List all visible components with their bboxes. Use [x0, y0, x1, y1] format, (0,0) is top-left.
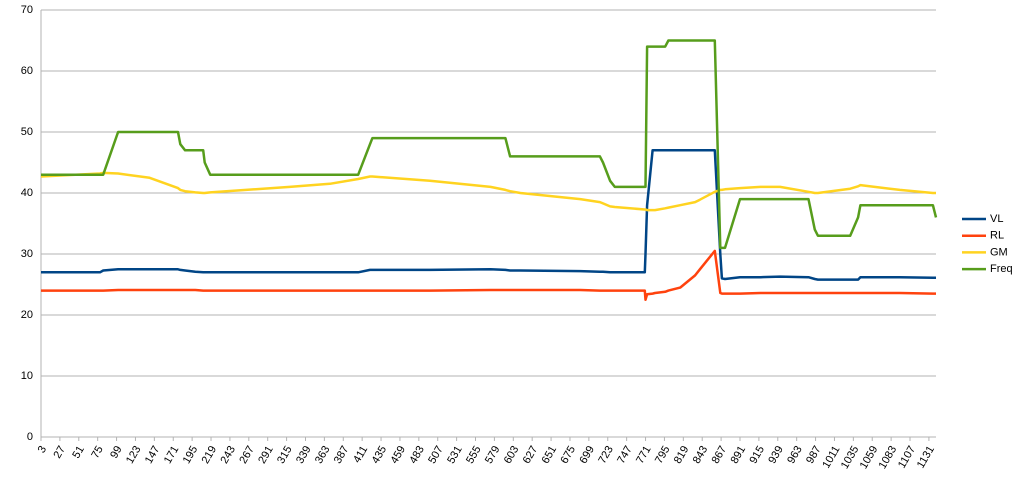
x-tick-label: 675	[559, 444, 579, 466]
x-tick-label: 795	[653, 444, 673, 466]
x-tick-label: 147	[143, 444, 163, 466]
series-line	[41, 149, 936, 281]
legend-label: Freq	[990, 263, 1013, 275]
x-tick-label: 267	[237, 444, 257, 466]
series-line	[41, 249, 936, 302]
x-tick-label: 483	[407, 444, 427, 466]
x-tick-label: 963	[785, 444, 805, 466]
legend-label: VL	[990, 213, 1003, 225]
y-tick-label: 30	[21, 248, 33, 260]
x-tick-label: 363	[313, 444, 333, 466]
x-tick-label: 915	[747, 444, 767, 466]
series-line	[41, 39, 938, 250]
x-tick-label: 579	[483, 444, 503, 466]
x-tick-label: 1107	[896, 444, 918, 470]
y-tick-label: 10	[21, 370, 33, 382]
x-tick-label: 411	[351, 444, 370, 465]
x-tick-label: 291	[256, 444, 276, 466]
x-tick-label: 27	[51, 444, 68, 461]
x-tick-label: 195	[181, 444, 201, 466]
x-tick-label: 99	[108, 444, 125, 461]
x-tick-label: 3	[36, 444, 49, 455]
x-tick-label: 507	[426, 444, 446, 466]
x-tick-label: 723	[596, 444, 616, 466]
x-tick-label: 171	[162, 444, 182, 466]
x-tick-label: 459	[388, 444, 408, 466]
x-tick-label: 699	[577, 444, 597, 466]
x-tick-label: 771	[634, 444, 654, 466]
y-tick-label: 40	[21, 187, 33, 199]
x-tick-label: 747	[615, 444, 635, 466]
x-tick-label: 891	[729, 444, 749, 466]
x-tick-label: 627	[521, 444, 541, 466]
y-tick-label: 60	[21, 65, 33, 77]
x-tick-label: 219	[200, 444, 220, 466]
x-tick-label: 1035	[839, 444, 862, 471]
x-tick-label: 843	[691, 444, 711, 466]
y-tick-label: 70	[21, 4, 33, 16]
x-tick-label: 603	[502, 444, 522, 466]
x-tick-label: 75	[89, 444, 106, 461]
x-tick-label: 243	[218, 444, 238, 466]
legend-label: RL	[990, 230, 1004, 242]
x-tick-label: 315	[275, 444, 295, 466]
x-tick-label: 1131	[915, 444, 937, 470]
x-tick-label: 435	[370, 444, 390, 466]
x-tick-label: 867	[710, 444, 730, 466]
x-tick-label: 123	[124, 444, 144, 466]
x-tick-label: 1059	[858, 444, 881, 471]
y-tick-label: 20	[21, 309, 33, 321]
x-tick-label: 651	[540, 444, 560, 466]
x-tick-label: 51	[70, 444, 87, 461]
series-line	[40, 171, 936, 212]
y-tick-label: 0	[27, 431, 33, 443]
x-tick-label: 339	[294, 444, 314, 466]
y-tick-label: 50	[21, 126, 33, 138]
x-tick-label: 819	[672, 444, 692, 466]
x-tick-label: 939	[766, 444, 786, 466]
x-tick-label: 531	[445, 444, 465, 466]
x-tick-label: 387	[332, 444, 352, 466]
legend-label: GM	[990, 246, 1008, 258]
x-tick-label: 1083	[877, 444, 900, 471]
x-tick-label: 555	[464, 444, 484, 466]
